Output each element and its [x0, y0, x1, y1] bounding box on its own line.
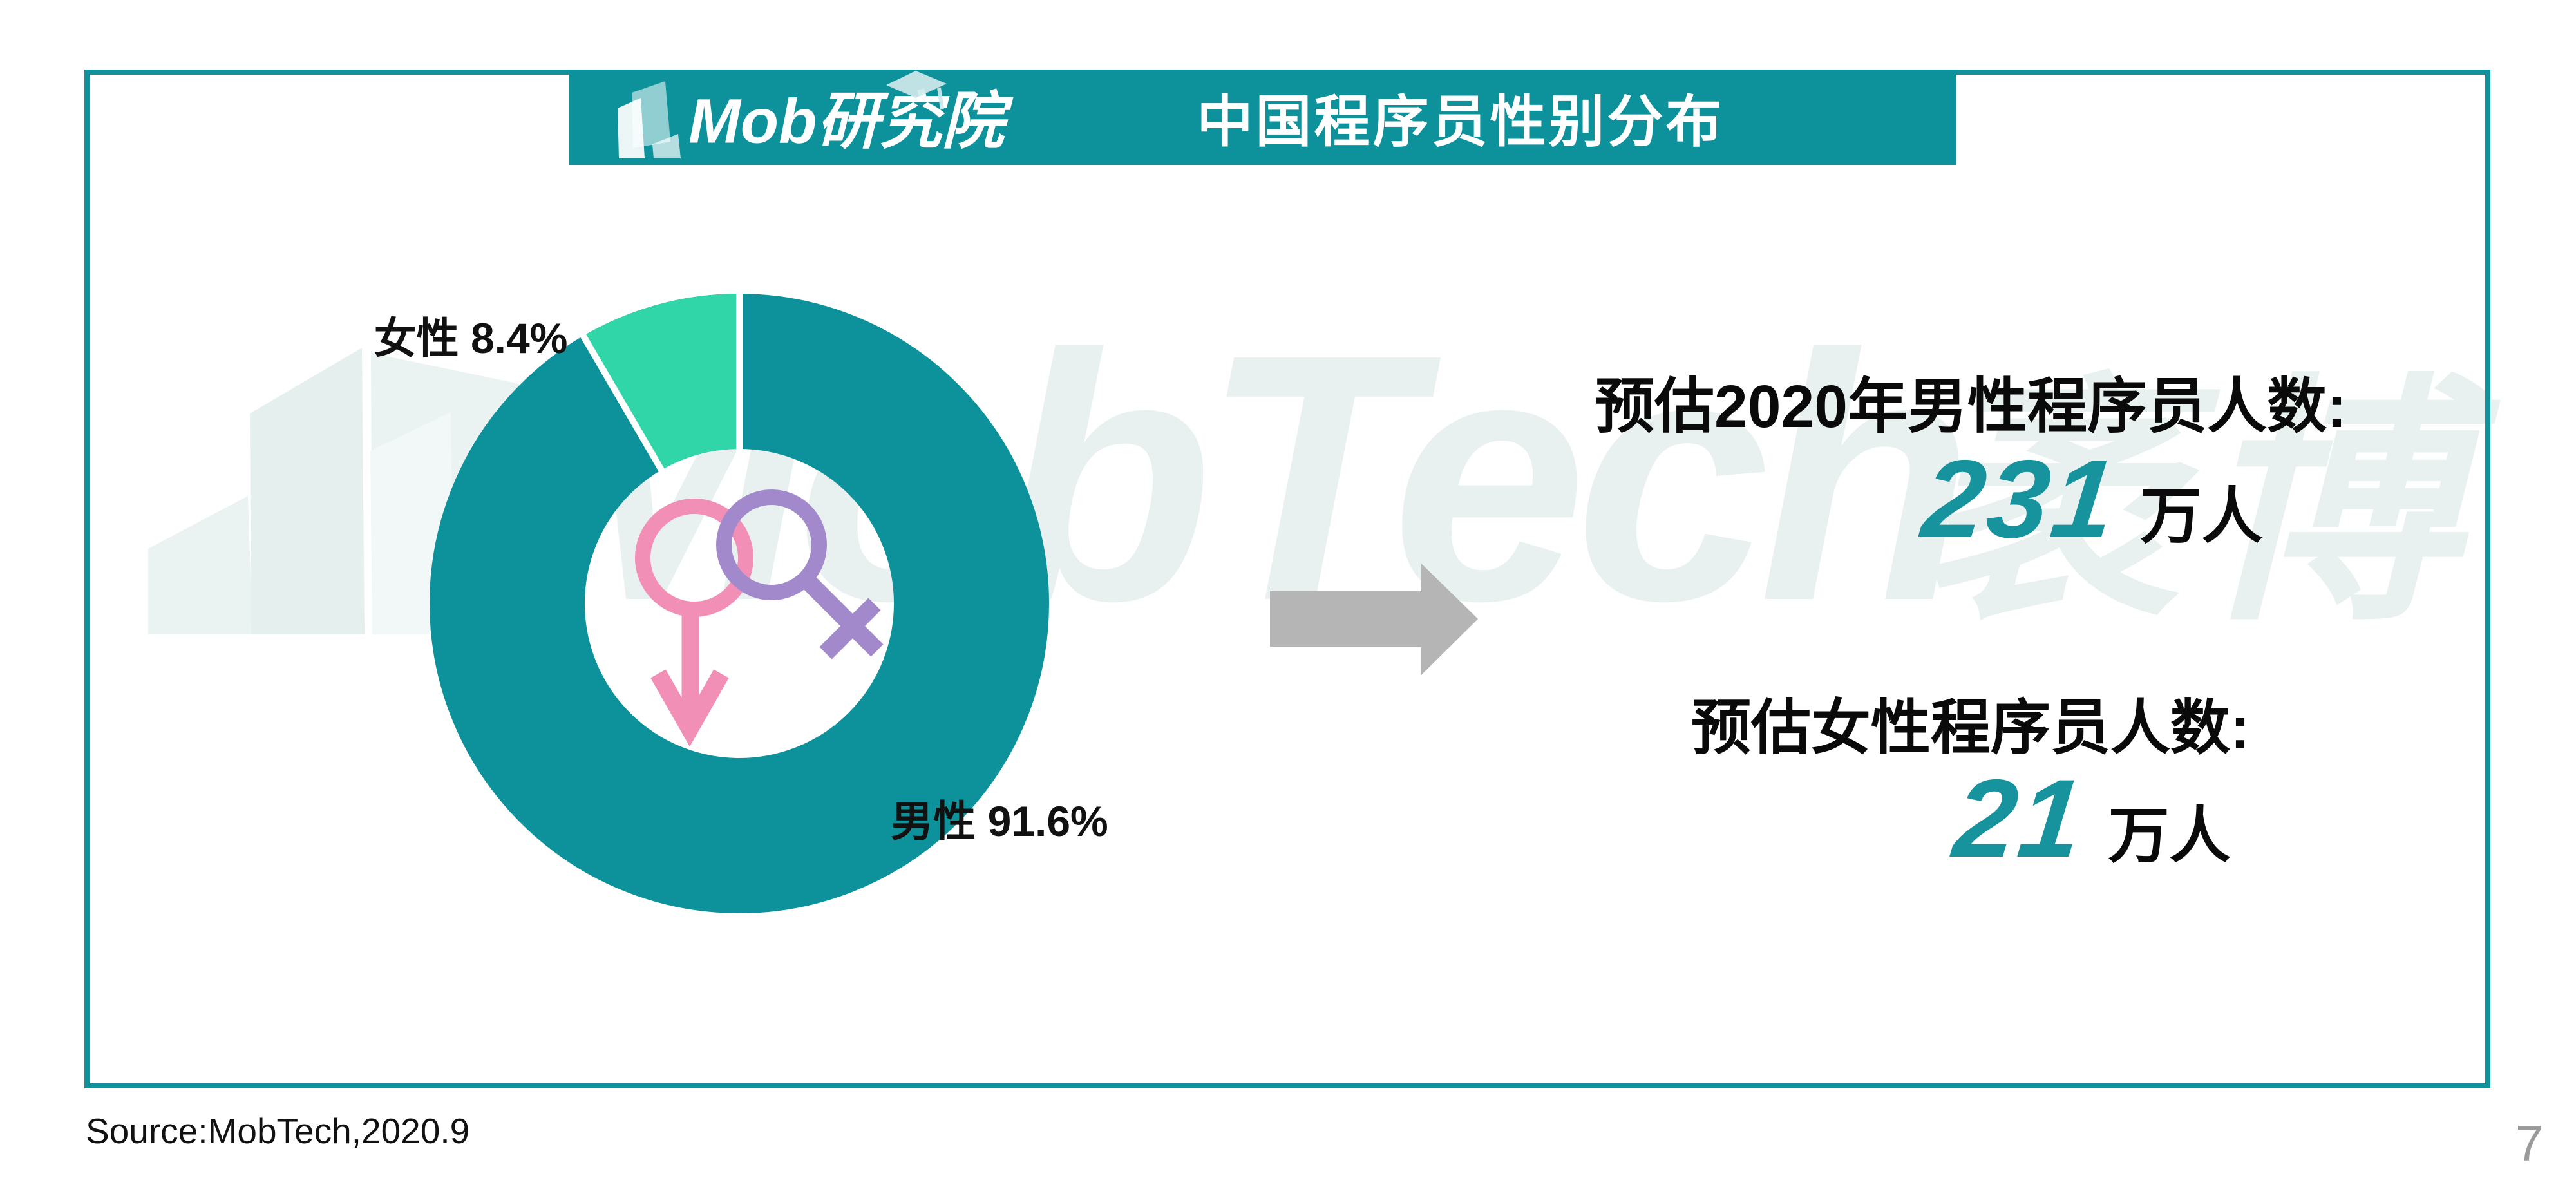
graduation-cap-icon	[886, 71, 947, 110]
mob-logo-building-icon	[618, 81, 681, 158]
watermark-cjk-text: 袤博	[1919, 358, 2477, 650]
female-count-label: 预估女性程序员人数:	[1691, 694, 2250, 761]
female-count-unit: 万人	[2108, 802, 2231, 870]
donut-ring	[430, 286, 1049, 913]
page-number: 7	[2515, 1115, 2544, 1172]
mob-logo-text: Mob研究院	[688, 86, 1005, 157]
title-band: Mob研究院 中国程序员性别分布	[569, 70, 1956, 165]
male-count-label: 预估2020年男性程序员人数:	[1595, 373, 2347, 440]
female-count-value: 21 万人	[1565, 755, 2499, 882]
source-note: Source:MobTech,2020.9	[86, 1111, 470, 1151]
female-slice-label: 女性 8.4%	[374, 314, 568, 362]
male-slice-label: 男性 91.6%	[891, 797, 1108, 845]
female-count-number: 21	[1949, 757, 2090, 880]
male-count-number: 231	[1917, 437, 2123, 561]
gender-symbols-icon	[635, 489, 884, 747]
slide-title: 中国程序员性别分布	[1197, 91, 1725, 153]
right-arrow-icon	[1270, 564, 1478, 675]
male-count-unit: 万人	[2140, 482, 2263, 551]
male-count-value: 231 万人	[1565, 435, 2499, 563]
